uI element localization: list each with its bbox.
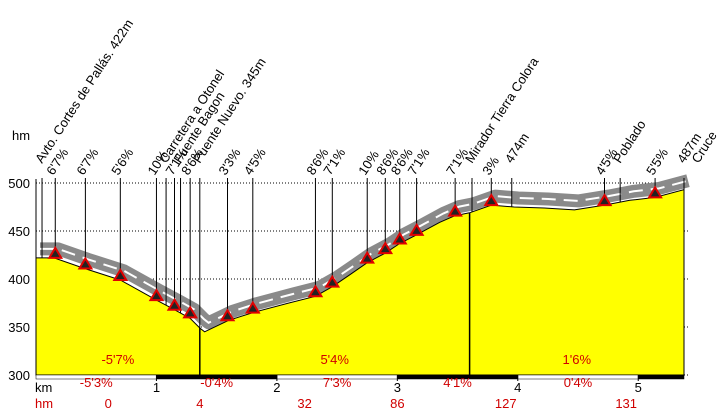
- x-axis-label: km: [35, 380, 52, 395]
- marker: [245, 300, 261, 314]
- marker: [647, 185, 663, 199]
- x-tick-label: 3: [394, 380, 401, 395]
- marker: [596, 193, 613, 207]
- marker: [166, 297, 183, 311]
- marker: [359, 250, 375, 264]
- km-gradient: -5'3%: [80, 375, 113, 390]
- x-tick-label: 1: [153, 380, 160, 395]
- km-gain: 0: [105, 396, 112, 410]
- marker: [377, 241, 394, 255]
- x-tick-label: 2: [273, 380, 280, 395]
- km-gradient: 4'1%: [443, 375, 472, 390]
- marker: [148, 288, 165, 302]
- y-tick-label: 300: [8, 368, 30, 383]
- marker: [408, 222, 425, 236]
- y-tick-label: 450: [8, 224, 30, 239]
- km-gradient: -0'4%: [200, 375, 233, 390]
- y-tick-label: 500: [8, 176, 30, 191]
- km-gain: 32: [297, 396, 311, 410]
- marker: [391, 231, 408, 245]
- marker: [307, 284, 324, 298]
- x-tick-label: 4: [514, 380, 521, 395]
- km-gain: 127: [495, 396, 517, 410]
- gain-label: hm: [35, 396, 53, 410]
- marker: [47, 245, 64, 259]
- x-tick-label: 5: [635, 380, 642, 395]
- y-tick-label: 400: [8, 272, 30, 287]
- km-gradient: 0'4%: [564, 375, 593, 390]
- marker: [77, 256, 94, 270]
- km-gain: 131: [615, 396, 637, 410]
- marker: [219, 308, 236, 322]
- y-axis-label: hm: [12, 128, 30, 143]
- km-bar: [637, 374, 685, 380]
- km-gain: 4: [196, 396, 203, 410]
- section-label: 5'4%: [320, 352, 349, 367]
- marker: [324, 274, 341, 288]
- marker: [182, 305, 198, 319]
- km-gradient: 7'3%: [323, 375, 352, 390]
- marker: [483, 193, 500, 207]
- section-label: -5'7%: [101, 352, 134, 367]
- km-gain: 86: [390, 396, 404, 410]
- y-tick-label: 350: [8, 320, 30, 335]
- marker: [447, 203, 463, 217]
- marker: [112, 268, 129, 281]
- section-label: 1'6%: [563, 352, 592, 367]
